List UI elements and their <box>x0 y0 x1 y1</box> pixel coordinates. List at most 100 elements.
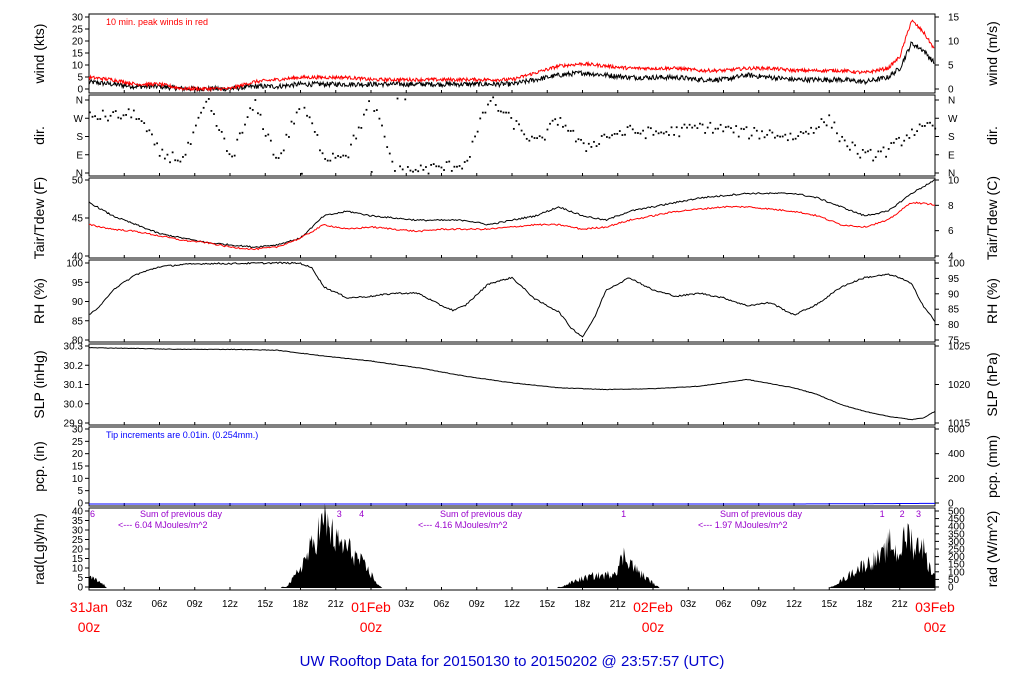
panel-frame <box>88 177 936 259</box>
ytick-left-label: 0 <box>77 499 83 510</box>
dir-point <box>621 134 624 136</box>
dir-point <box>683 123 686 126</box>
xtick-label: 18z <box>574 599 590 610</box>
dir-point <box>644 137 647 140</box>
dir-point <box>771 131 774 134</box>
dir-point <box>828 114 831 117</box>
dir-point <box>241 131 244 134</box>
series-wind-wind-kts- <box>88 41 935 93</box>
ylabel-left: dir. <box>31 126 47 145</box>
dir-point <box>339 156 342 159</box>
dir-point <box>595 145 598 147</box>
dir-point <box>699 122 701 125</box>
dir-point <box>531 135 533 138</box>
dir-point <box>737 135 740 138</box>
xtick-label: 09z <box>469 599 485 610</box>
dir-point <box>926 122 929 124</box>
ytick-right-label: E <box>948 150 955 161</box>
dir-point <box>156 142 159 145</box>
dir-point <box>458 165 461 167</box>
dir-point <box>456 165 458 168</box>
ytick-right-label: 0 <box>948 85 954 96</box>
ylabel-right: SLP (hPa) <box>984 352 1000 416</box>
day-sum-title: Sum of previous day <box>720 509 803 519</box>
dir-point <box>450 170 453 172</box>
dir-point <box>453 165 456 168</box>
ytick-left-label: 5 <box>77 573 83 584</box>
dir-point <box>706 126 709 129</box>
dir-point <box>463 161 466 163</box>
ytick-left-label: 90 <box>72 297 84 308</box>
dir-point <box>740 127 743 130</box>
dir-point <box>538 135 541 138</box>
ytick-left-label: 45 <box>72 214 84 225</box>
dir-point <box>440 166 443 169</box>
ytick-right-label: 8 <box>948 201 954 212</box>
ytick-left-label: 40 <box>72 507 84 518</box>
dir-point <box>885 155 887 158</box>
dir-point <box>101 109 104 112</box>
dir-point <box>753 126 756 129</box>
ytick-left-label: 95 <box>72 278 84 289</box>
dir-point <box>259 113 262 116</box>
xtick-label: 21z <box>892 599 908 610</box>
series-rh-rh <box>88 261 936 338</box>
xtick-label: 03z <box>680 599 696 610</box>
dir-point <box>251 108 254 111</box>
dir-point <box>564 124 567 127</box>
ytick-right-label: 1015 <box>948 419 971 430</box>
ylabel-left: SLP (inHg) <box>31 350 47 418</box>
dir-point <box>776 134 779 137</box>
dir-point <box>300 172 303 175</box>
dir-point <box>163 157 166 160</box>
dir-point <box>425 166 427 168</box>
ytick-left-label: N <box>76 169 83 180</box>
dir-point <box>316 134 319 136</box>
ytick-right-label: 100 <box>948 567 965 578</box>
xtick-label: 12z <box>786 599 802 610</box>
dir-point <box>130 116 133 119</box>
dir-point <box>815 127 818 130</box>
day-sum-value: <--- 4.16 MJoules/m^2 <box>418 520 508 530</box>
ylabel-left: pcp. (in) <box>31 441 47 492</box>
series-temp-tdew <box>88 201 936 251</box>
day-sum-value: <--- 1.97 MJoules/m^2 <box>698 520 788 530</box>
dir-point <box>662 132 665 135</box>
dir-point <box>99 118 102 120</box>
dir-point <box>675 126 678 129</box>
dir-point <box>166 153 169 156</box>
dir-point <box>541 136 544 139</box>
dir-point <box>192 131 195 134</box>
ytick-right-label: 1025 <box>948 342 971 353</box>
dir-point <box>546 128 549 131</box>
dir-point <box>637 132 639 134</box>
dir-point <box>678 135 681 138</box>
dir-point <box>877 150 880 153</box>
dir-point <box>900 144 903 147</box>
ytick-left-label: 85 <box>72 316 84 327</box>
xtick-label: 21z <box>610 599 626 610</box>
ytick-left-label: 10 <box>72 61 84 72</box>
dir-point <box>207 98 210 100</box>
dir-point <box>768 129 771 132</box>
dir-point <box>810 126 813 129</box>
dir-point <box>624 133 626 136</box>
ytick-left-label: 5 <box>77 486 83 497</box>
ylabel-right: RH (%) <box>984 278 1000 324</box>
ytick-left-label: 30.2 <box>64 361 84 372</box>
dir-point <box>512 127 515 130</box>
dir-point <box>171 151 174 154</box>
ytick-left-label: 100 <box>66 259 83 270</box>
dir-point <box>639 132 642 135</box>
dir-point <box>352 134 355 137</box>
ytick-right-label: 0 <box>948 583 954 594</box>
panel-frame <box>88 13 936 94</box>
dir-point <box>383 135 386 138</box>
dir-point <box>448 160 451 163</box>
ytick-right-label: 300 <box>948 537 965 548</box>
dir-point <box>774 136 776 139</box>
dir-point <box>572 129 575 132</box>
dir-point <box>205 100 208 103</box>
xtick-label: 09z <box>187 599 203 610</box>
dir-point <box>854 144 856 147</box>
